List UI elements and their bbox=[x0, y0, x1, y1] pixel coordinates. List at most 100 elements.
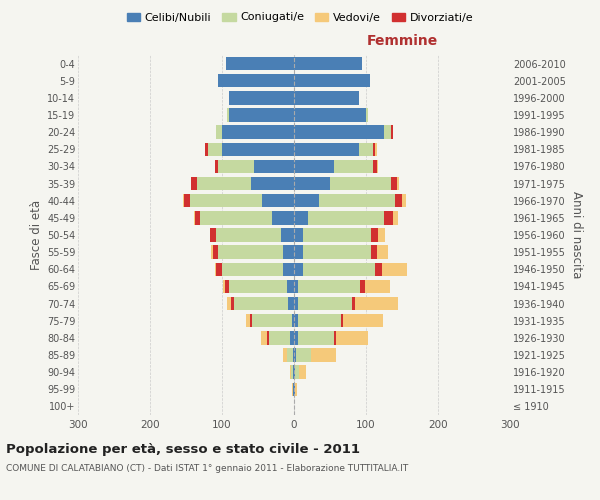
Bar bbox=[355, 297, 398, 310]
Bar bbox=[334, 160, 373, 173]
Bar bbox=[371, 246, 377, 259]
Bar bbox=[230, 297, 234, 310]
Bar bbox=[218, 246, 283, 259]
Bar bbox=[294, 126, 384, 139]
Bar bbox=[281, 228, 294, 241]
Bar bbox=[377, 160, 378, 173]
Bar bbox=[308, 211, 384, 224]
Bar bbox=[226, 57, 294, 70]
Bar bbox=[294, 194, 319, 207]
Bar bbox=[200, 211, 272, 224]
Bar bbox=[218, 74, 294, 88]
Bar bbox=[191, 177, 197, 190]
Bar bbox=[227, 297, 230, 310]
Bar bbox=[373, 142, 376, 156]
Bar bbox=[295, 382, 297, 396]
Bar bbox=[234, 297, 288, 310]
Bar bbox=[293, 348, 294, 362]
Bar bbox=[378, 228, 385, 241]
Bar bbox=[229, 280, 287, 293]
Bar bbox=[294, 262, 302, 276]
Bar bbox=[402, 194, 406, 207]
Bar bbox=[302, 246, 371, 259]
Bar bbox=[290, 331, 294, 344]
Bar bbox=[294, 366, 295, 379]
Bar bbox=[384, 211, 392, 224]
Bar bbox=[211, 228, 216, 241]
Bar bbox=[330, 177, 391, 190]
Text: Popolazione per età, sesso e stato civile - 2011: Popolazione per età, sesso e stato civil… bbox=[6, 442, 360, 456]
Bar bbox=[294, 91, 359, 104]
Bar bbox=[250, 314, 252, 328]
Bar bbox=[302, 262, 374, 276]
Bar bbox=[215, 160, 218, 173]
Bar bbox=[261, 331, 266, 344]
Bar bbox=[225, 280, 229, 293]
Bar bbox=[183, 194, 184, 207]
Bar bbox=[365, 280, 390, 293]
Bar bbox=[302, 228, 371, 241]
Bar bbox=[229, 108, 294, 122]
Bar bbox=[359, 142, 373, 156]
Bar bbox=[294, 280, 298, 293]
Bar bbox=[223, 280, 225, 293]
Bar bbox=[292, 314, 294, 328]
Bar bbox=[371, 228, 378, 241]
Bar bbox=[343, 314, 383, 328]
Bar bbox=[291, 366, 293, 379]
Bar bbox=[247, 314, 250, 328]
Bar bbox=[391, 177, 397, 190]
Bar bbox=[384, 126, 391, 139]
Bar bbox=[184, 194, 190, 207]
Bar bbox=[336, 331, 368, 344]
Bar bbox=[269, 331, 290, 344]
Bar bbox=[210, 228, 211, 241]
Bar bbox=[293, 382, 294, 396]
Bar bbox=[294, 57, 362, 70]
Y-axis label: Fasce di età: Fasce di età bbox=[29, 200, 43, 270]
Bar bbox=[222, 126, 294, 139]
Bar bbox=[294, 211, 308, 224]
Bar bbox=[211, 246, 212, 259]
Bar bbox=[294, 160, 334, 173]
Bar bbox=[197, 177, 251, 190]
Bar bbox=[298, 314, 341, 328]
Bar bbox=[294, 228, 302, 241]
Bar bbox=[283, 246, 294, 259]
Bar bbox=[294, 142, 359, 156]
Bar bbox=[208, 142, 222, 156]
Bar bbox=[262, 194, 294, 207]
Bar bbox=[272, 211, 294, 224]
Bar bbox=[319, 194, 395, 207]
Bar bbox=[216, 126, 222, 139]
Bar bbox=[290, 366, 291, 379]
Bar bbox=[298, 331, 334, 344]
Bar bbox=[294, 348, 296, 362]
Bar bbox=[287, 348, 293, 362]
Bar bbox=[287, 280, 294, 293]
Bar bbox=[252, 314, 292, 328]
Bar bbox=[391, 126, 392, 139]
Bar bbox=[352, 297, 355, 310]
Bar bbox=[294, 382, 295, 396]
Bar bbox=[395, 194, 402, 207]
Bar bbox=[296, 348, 311, 362]
Text: Femmine: Femmine bbox=[367, 34, 437, 48]
Bar bbox=[292, 382, 293, 396]
Bar bbox=[341, 314, 343, 328]
Bar bbox=[359, 280, 365, 293]
Bar bbox=[376, 142, 377, 156]
Bar bbox=[194, 211, 200, 224]
Bar bbox=[299, 366, 306, 379]
Bar bbox=[288, 297, 294, 310]
Bar bbox=[283, 348, 287, 362]
Bar bbox=[294, 246, 302, 259]
Bar bbox=[229, 91, 294, 104]
Bar bbox=[205, 142, 208, 156]
Bar bbox=[216, 262, 222, 276]
Bar bbox=[218, 160, 254, 173]
Bar bbox=[294, 297, 298, 310]
Bar bbox=[283, 262, 294, 276]
Bar bbox=[311, 348, 336, 362]
Bar bbox=[254, 160, 294, 173]
